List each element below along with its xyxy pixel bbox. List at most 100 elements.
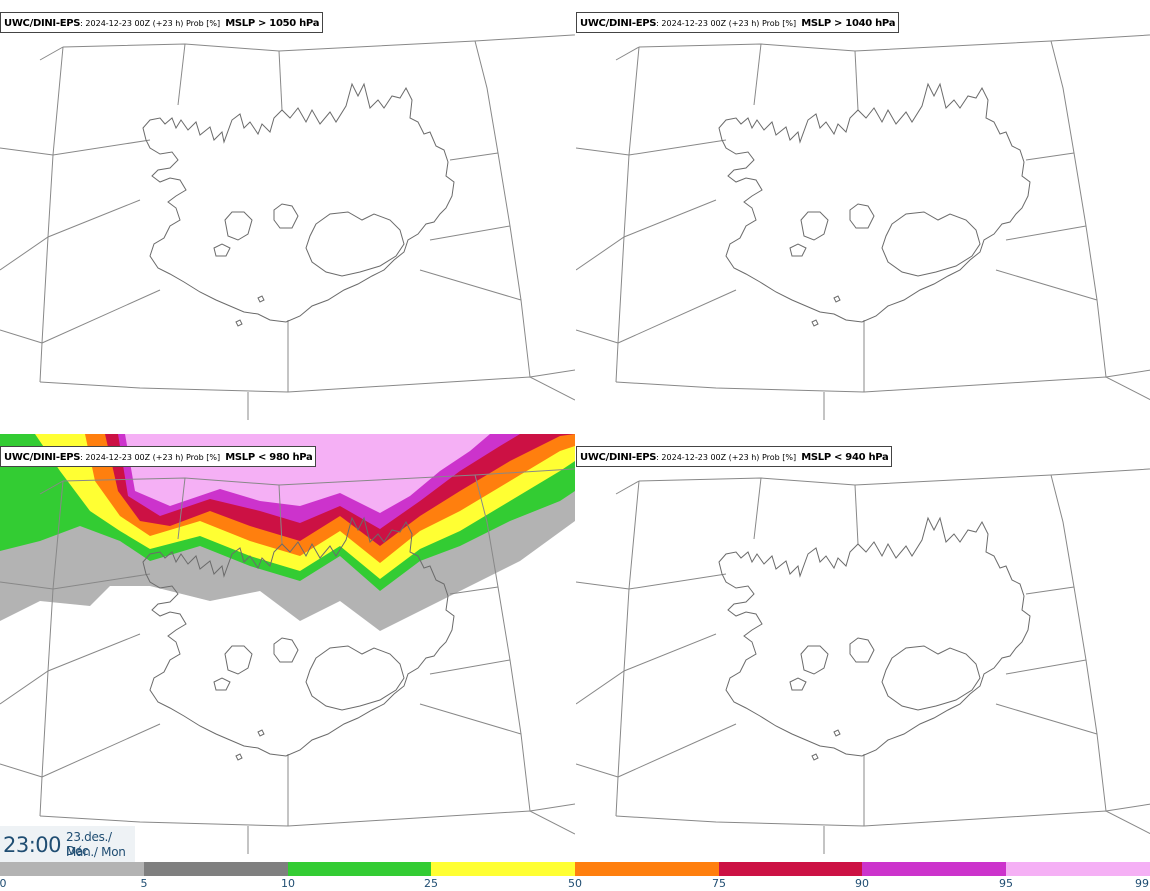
colorbar-segment (719, 862, 862, 876)
islet-outline (833, 729, 841, 737)
graticule-line (41, 723, 161, 778)
islet-outline (257, 729, 265, 737)
graticule-line (39, 376, 575, 401)
graticule-line (854, 50, 859, 111)
valid-time: 23:00 (3, 833, 62, 857)
glacier-outline (789, 677, 807, 691)
glacier-outline (224, 211, 253, 241)
glacier-outline (224, 645, 253, 675)
graticule-line (278, 484, 283, 545)
islet-outline (235, 753, 243, 761)
graticule-line (995, 269, 1098, 301)
field-name: MSLP < 940 hPa (801, 452, 889, 463)
glacier-outline (849, 203, 875, 229)
model-name: UWC/DINI-EPS (4, 452, 81, 463)
run-info: 2024-12-23 00Z (+23 h) Prob [%] (85, 453, 221, 462)
graticule-line (576, 329, 619, 344)
graticule-line (995, 703, 1098, 735)
colorbar-segment (1006, 862, 1150, 876)
graticule-line (615, 480, 640, 817)
graticule-line (419, 703, 522, 735)
graticule-line (177, 477, 186, 540)
map-panel-1: UWC/DINI-EPS: 2024-12-23 00Z (+23 h) Pro… (0, 0, 575, 433)
graticule-line (615, 810, 1150, 835)
graticule-line (278, 50, 283, 111)
graticule-line (1005, 225, 1087, 241)
graticule-line (1105, 803, 1150, 812)
graticule-line (529, 803, 575, 812)
graticule-line (576, 763, 619, 778)
glacier-outline (881, 211, 981, 277)
graticule-line (474, 474, 531, 812)
model-name: UWC/DINI-EPS (580, 452, 657, 463)
islet-outline (257, 295, 265, 303)
islet-outline (833, 295, 841, 303)
glacier-outline (800, 211, 829, 241)
field-name: MSLP < 980 hPa (225, 452, 313, 463)
probability-colorbar: 0 5 10 25 50 75 90 95 99 (0, 862, 1150, 891)
iceland-map (0, 34, 575, 420)
graticule-line (419, 269, 522, 301)
graticule-line (0, 329, 43, 344)
iceland-coastline (718, 516, 1031, 757)
iceland-coastline (142, 516, 455, 757)
graticule-line (615, 46, 640, 61)
graticule-line (1105, 369, 1150, 378)
valid-weekday: Mán./ Mon (66, 845, 126, 859)
graticule-line (0, 199, 141, 271)
map-panel-2: UWC/DINI-EPS: 2024-12-23 00Z (+23 h) Pro… (576, 0, 1150, 433)
colorbar-label: 5 (140, 877, 148, 890)
graticule-line (39, 46, 64, 383)
colorbar-label: 25 (424, 877, 438, 890)
graticule-line (449, 152, 499, 161)
field-name: MSLP > 1050 hPa (225, 18, 320, 29)
field-name: MSLP > 1040 hPa (801, 18, 896, 29)
graticule-line (615, 480, 640, 495)
graticule-line (1025, 152, 1075, 161)
colorbar-label: 95 (999, 877, 1013, 890)
model-name: UWC/DINI-EPS (580, 18, 657, 29)
graticule-line (41, 289, 161, 344)
model-name: UWC/DINI-EPS (4, 18, 81, 29)
graticule-line (429, 225, 511, 241)
panel-title: UWC/DINI-EPS: 2024-12-23 00Z (+23 h) Pro… (0, 12, 324, 33)
iceland-map (576, 34, 1150, 420)
islet-outline (235, 319, 243, 327)
map-panel-4: UWC/DINI-EPS: 2024-12-23 00Z (+23 h) Pro… (576, 434, 1150, 867)
map-panel-3: UWC/DINI-EPS: 2024-12-23 00Z (+23 h) Pro… (0, 434, 575, 867)
graticule-line (177, 43, 186, 106)
colorbar-segment (144, 862, 288, 876)
iceland-coastline (718, 82, 1031, 323)
valid-time-box: 23:00 23.des./ Dec Mán./ Mon (0, 826, 135, 864)
colorbar-label: 99 (1135, 877, 1149, 890)
graticule-line (449, 586, 499, 595)
run-info: 2024-12-23 00Z (+23 h) Prob [%] (85, 19, 221, 28)
run-info: 2024-12-23 00Z (+23 h) Prob [%] (661, 19, 797, 28)
islet-outline (811, 753, 819, 761)
graticule-line (1050, 40, 1107, 378)
colorbar-label: 0 (0, 877, 7, 890)
panel-title: UWC/DINI-EPS: 2024-12-23 00Z (+23 h) Pro… (576, 12, 900, 33)
islet-outline (811, 319, 819, 327)
graticule-line (0, 139, 151, 156)
graticule-line (617, 723, 737, 778)
valid-date: 23.des./ Dec (66, 830, 112, 858)
colorbar-label: 90 (855, 877, 869, 890)
graticule-line (576, 573, 727, 590)
glacier-outline (305, 211, 405, 277)
glacier-outline (273, 203, 299, 229)
graticule-line (39, 46, 64, 61)
graticule-line (39, 480, 64, 495)
graticule-line (0, 763, 43, 778)
iceland-map (0, 434, 575, 854)
glacier-outline (213, 243, 231, 257)
colorbar-label: 50 (568, 877, 582, 890)
glacier-outline (800, 645, 829, 675)
panel-title: UWC/DINI-EPS: 2024-12-23 00Z (+23 h) Pro… (576, 446, 893, 467)
glacier-outline (881, 645, 981, 711)
graticule-line (0, 573, 151, 590)
iceland-map (576, 468, 1150, 854)
glacier-outline (213, 677, 231, 691)
colorbar-label: 10 (281, 877, 295, 890)
graticule-line (615, 46, 640, 383)
